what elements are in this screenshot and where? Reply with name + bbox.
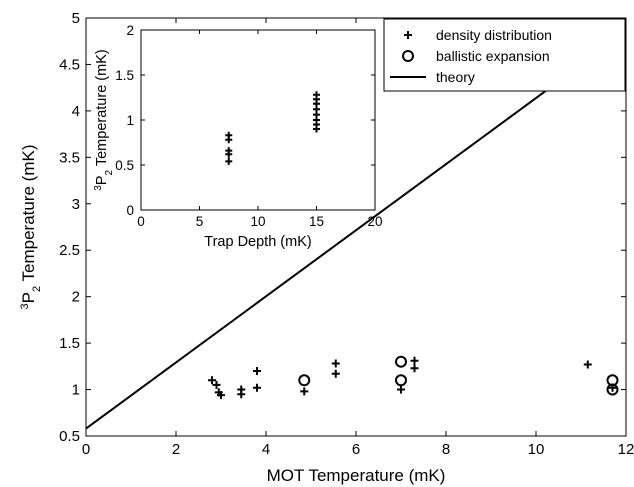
legend-label: density distribution bbox=[436, 27, 552, 43]
main-density-point bbox=[212, 380, 221, 389]
main-y-tick-label: 1 bbox=[72, 382, 80, 399]
main-density-point bbox=[208, 376, 216, 385]
inset-x-tick-label: 0 bbox=[137, 214, 145, 229]
main-density-point bbox=[253, 366, 261, 375]
main-ballistic-point bbox=[395, 374, 407, 387]
main-y-axis-label: 3P2 Temperature (mK) bbox=[19, 145, 43, 310]
main-density-point bbox=[331, 369, 340, 378]
main-ballistic-point bbox=[298, 374, 311, 387]
main-density-point bbox=[410, 356, 419, 365]
main-density-point bbox=[583, 360, 592, 369]
main-density-point bbox=[397, 385, 405, 394]
inset-y-tick-label: 0 bbox=[126, 203, 134, 218]
circle-marker-icon bbox=[402, 50, 414, 62]
main-x-tick-label: 12 bbox=[618, 441, 634, 458]
main-density-point bbox=[237, 390, 246, 399]
inset-x-axis-label: Trap Depth (mK) bbox=[204, 234, 311, 250]
main-x-tick-label: 8 bbox=[442, 441, 450, 458]
main-density-point bbox=[253, 383, 261, 392]
main-x-tick-label: 6 bbox=[352, 441, 360, 458]
main-y-tick-label: 0.5 bbox=[59, 428, 80, 445]
inset-x-tick-label: 15 bbox=[309, 214, 324, 229]
inset-density-point bbox=[225, 157, 233, 165]
main-y-tick-label: 2 bbox=[72, 289, 80, 306]
inset-y-axis-label: 3P2 Temperature (mK) bbox=[93, 49, 115, 190]
main-x-tick-label: 0 bbox=[82, 441, 90, 458]
main-density-point bbox=[217, 391, 225, 400]
inset-density-point bbox=[225, 150, 233, 158]
inset-plot: 0 5 10 15 20 0 0.5 1 1.5 2 bbox=[115, 23, 382, 229]
main-x-tick-label: 4 bbox=[262, 441, 270, 458]
inset-x-tick-label: 20 bbox=[367, 214, 382, 229]
main-y-tick-label: 3.5 bbox=[59, 149, 80, 166]
inset-x-tick-label: 5 bbox=[196, 214, 204, 229]
inset-density-point bbox=[313, 125, 320, 133]
inset-y-tick-label: 1 bbox=[126, 113, 134, 128]
legend: density distribution ballistic expansion t… bbox=[383, 18, 626, 92]
main-y-tick-label: 5 bbox=[72, 10, 80, 27]
main-x-tick-label: 2 bbox=[172, 441, 180, 458]
inset-plot-frame bbox=[140, 29, 376, 211]
main-density-point bbox=[300, 387, 309, 396]
main-ballistic-point bbox=[395, 355, 407, 368]
plus-marker-icon bbox=[404, 31, 412, 39]
inset-y-tick-label: 1.5 bbox=[115, 68, 134, 83]
main-ballistic-point bbox=[606, 383, 619, 396]
main-plot: 0 2 4 6 8 10 120.511.522.533.544.55 bbox=[59, 10, 634, 458]
main-density-point bbox=[331, 359, 340, 368]
main-y-tick-label: 3 bbox=[72, 196, 80, 213]
main-x-tick-label: 10 bbox=[528, 441, 545, 458]
main-y-tick-label: 1.5 bbox=[59, 335, 80, 352]
inset-y-tick-label: 0.5 bbox=[115, 158, 134, 173]
main-x-axis-label: MOT Temperature (mK) bbox=[267, 466, 446, 485]
legend-label: ballistic expansion bbox=[436, 48, 550, 64]
main-theory-line bbox=[85, 31, 627, 430]
legend-label: theory bbox=[436, 69, 475, 85]
main-y-tick-label: 2.5 bbox=[59, 242, 80, 259]
main-y-tick-label: 4.5 bbox=[59, 56, 80, 73]
main-y-tick-label: 4 bbox=[72, 103, 80, 120]
main-density-point bbox=[410, 364, 419, 373]
inset-x-tick-label: 10 bbox=[250, 214, 265, 229]
inset-density-point bbox=[225, 136, 233, 144]
legend-box bbox=[383, 18, 626, 92]
inset-y-tick-label: 2 bbox=[126, 23, 134, 38]
